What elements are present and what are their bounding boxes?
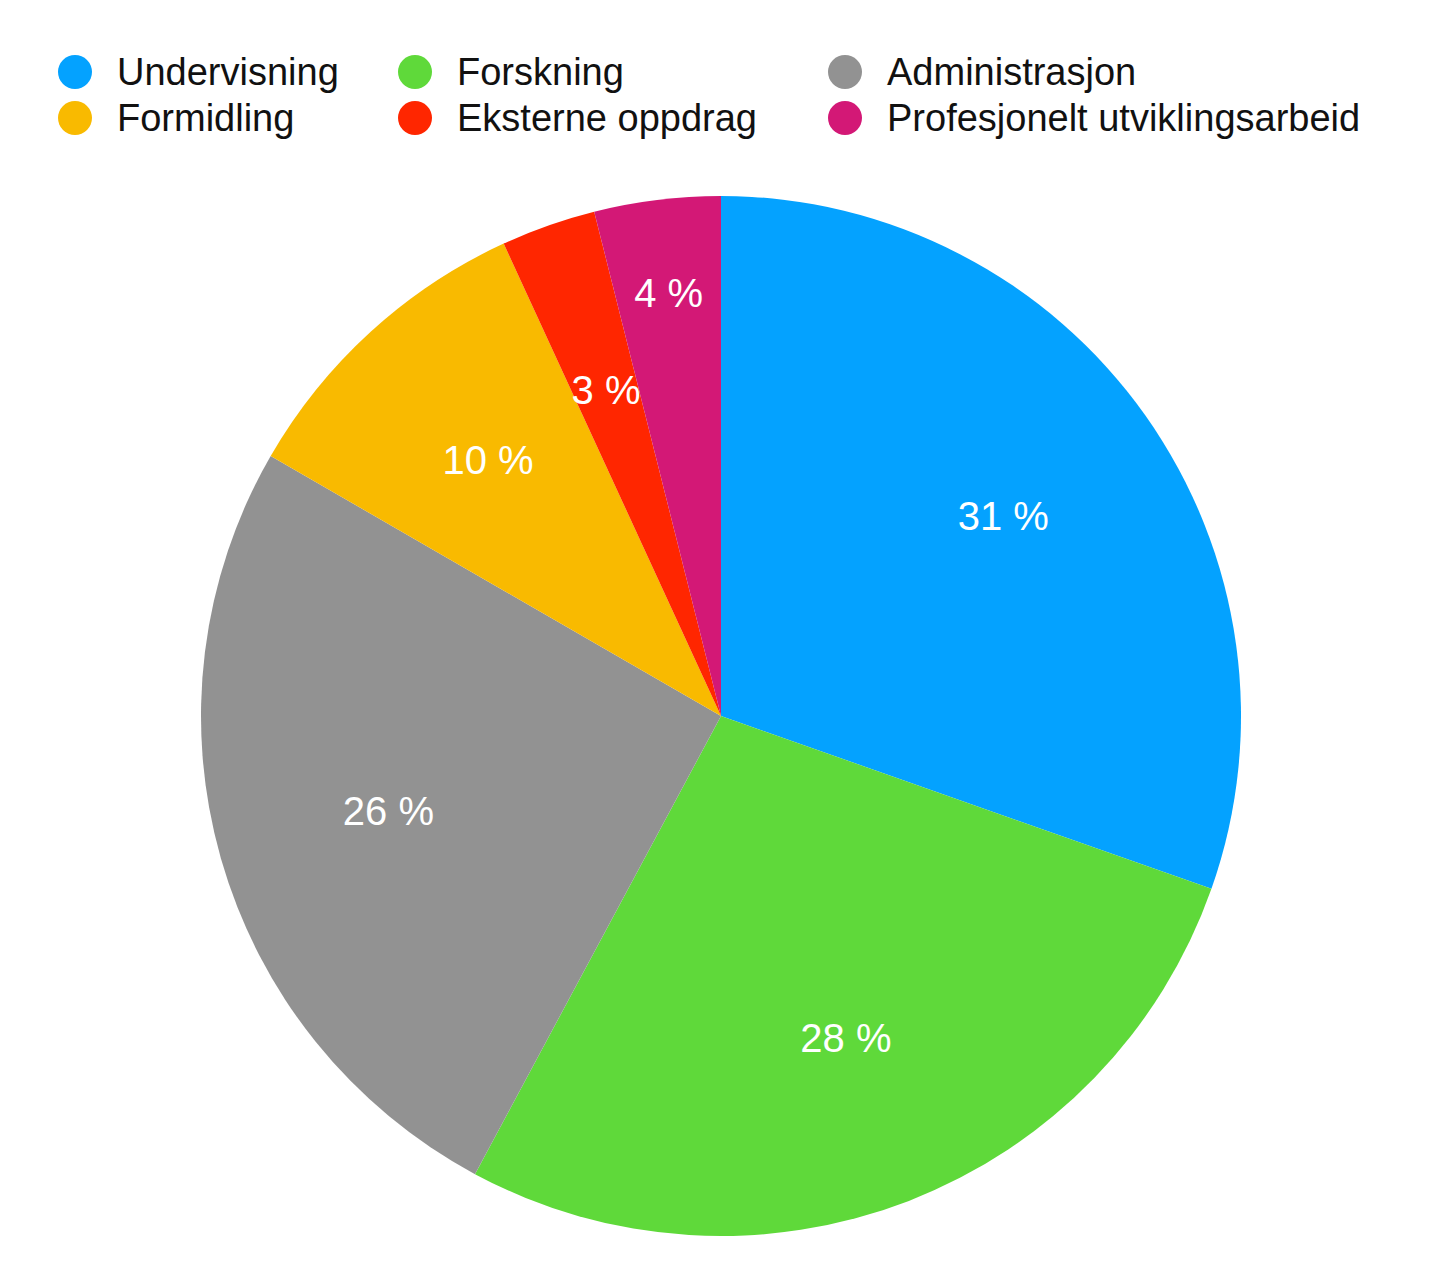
data-labels: 31 % 28 % 26 % 10 % 3 % 4 % xyxy=(343,271,1049,1061)
legend-swatch xyxy=(398,101,432,135)
legend-label: Formidling xyxy=(117,97,294,139)
data-label: 26 % xyxy=(343,789,434,833)
data-label: 31 % xyxy=(958,494,1049,538)
legend-label: Profesjonelt utviklingsarbeid xyxy=(887,97,1360,139)
data-label: 3 % xyxy=(572,368,641,412)
legend-entry: Profesjonelt utviklingsarbeid xyxy=(828,97,1360,139)
legend-label: Undervisning xyxy=(117,51,339,93)
data-label: 4 % xyxy=(634,271,703,315)
legend-label: Administrasjon xyxy=(887,51,1136,93)
legend-swatch xyxy=(58,55,92,89)
slice xyxy=(594,196,721,716)
data-label: 28 % xyxy=(800,1016,891,1060)
legend-label: Forskning xyxy=(457,51,624,93)
legend-entry: Formidling xyxy=(58,97,294,139)
legend-swatch xyxy=(398,55,432,89)
legend-label: Eksterne oppdrag xyxy=(457,97,757,139)
legend-swatch xyxy=(58,101,92,135)
pie xyxy=(201,196,1241,1236)
legend-entry: Administrasjon xyxy=(828,51,1136,93)
legend-entry: Eksterne oppdrag xyxy=(398,97,757,139)
legend: Undervisning Forskning Administrasjon Formi… xyxy=(58,51,1360,139)
legend-entry: Undervisning xyxy=(58,51,339,93)
chart: Undervisning Forskning Administrasjon Formi… xyxy=(0,0,1456,1270)
data-label: 10 % xyxy=(442,438,533,482)
legend-swatch xyxy=(828,55,862,89)
legend-swatch xyxy=(828,101,862,135)
legend-entry: Forskning xyxy=(398,51,624,93)
